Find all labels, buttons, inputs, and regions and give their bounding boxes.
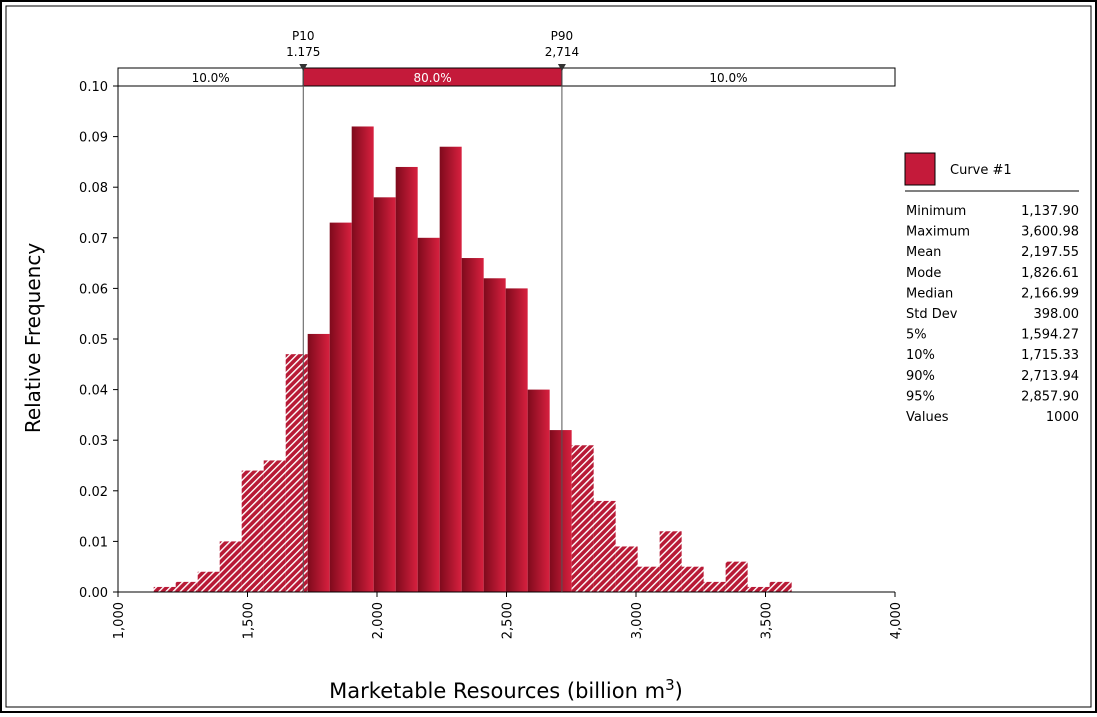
bar	[527, 389, 550, 592]
bar	[395, 166, 418, 592]
bar	[329, 222, 352, 592]
stat-name: Median	[906, 286, 953, 301]
x-axis-label: Marketable Resources (billion m3)	[329, 676, 683, 703]
bar	[637, 566, 660, 592]
x-tick-label: 2,500	[501, 602, 516, 639]
bar	[197, 571, 220, 592]
stat-value: 2,857.90	[1021, 389, 1079, 404]
x-tick-label: 4,000	[889, 602, 904, 639]
x-tick-label: 1,500	[242, 602, 257, 639]
band-label: 10.0%	[709, 71, 747, 85]
y-tick-label: 0.10	[79, 80, 108, 95]
bar	[461, 258, 484, 592]
bar	[549, 430, 572, 592]
x-tick-label: 1,000	[112, 602, 127, 639]
stat-value: 1000	[1046, 410, 1079, 425]
stat-name: Maximum	[906, 225, 970, 240]
y-tick-label: 0.00	[79, 586, 108, 601]
bar	[351, 126, 374, 592]
stat-name: Mean	[906, 245, 941, 260]
band-label: 10.0%	[192, 71, 230, 85]
y-axis-label: Relative Frequency	[21, 243, 45, 433]
x-tick-label: 3,500	[760, 602, 775, 639]
delimiter-marker	[557, 64, 566, 71]
stat-value: 2,166.99	[1021, 286, 1079, 301]
legend-swatch	[904, 152, 936, 186]
bar	[263, 460, 286, 592]
stat-name: 90%	[906, 369, 935, 384]
stat-value: 1,137.90	[1021, 204, 1079, 219]
delimiter-name: P10	[292, 29, 315, 43]
y-tick-label: 0.04	[79, 384, 108, 399]
x-axis-label-text: Marketable Resources (billion m	[329, 679, 665, 703]
stat-name: Mode	[906, 266, 941, 281]
bar	[703, 581, 726, 592]
stat-value: 2,713.94	[1021, 369, 1079, 384]
stat-name: 95%	[906, 389, 935, 404]
bar	[373, 197, 396, 592]
legend-label: Curve #1	[950, 163, 1012, 178]
y-tick-label: 0.07	[79, 232, 108, 247]
bar	[439, 146, 462, 592]
bar	[505, 288, 528, 592]
bar	[285, 354, 308, 592]
stat-name: 10%	[906, 348, 935, 363]
y-tick-label: 0.02	[79, 485, 108, 500]
bar	[769, 581, 792, 592]
stat-name: Std Dev	[906, 307, 958, 322]
y-tick-label: 0.08	[79, 181, 108, 196]
bar	[725, 561, 748, 592]
stat-value: 398.00	[1034, 307, 1080, 322]
band-label: 80.0%	[414, 71, 452, 85]
y-tick-label: 0.09	[79, 131, 108, 146]
frame-inner	[5, 5, 1092, 708]
delimiter-label: 2,714	[545, 45, 579, 59]
stat-value: 1,826.61	[1021, 266, 1079, 281]
y-tick-label: 0.05	[79, 333, 108, 348]
bar	[483, 278, 506, 592]
delimiter-name: P90	[551, 29, 574, 43]
delimiter-label: 1.175	[286, 45, 320, 59]
bar	[241, 470, 264, 592]
stat-name: 5%	[906, 328, 927, 343]
bar	[659, 531, 682, 592]
bar	[571, 445, 594, 592]
y-tick-label: 0.03	[79, 434, 108, 449]
bar	[153, 586, 176, 592]
stat-value: 1,594.27	[1021, 328, 1079, 343]
bar	[747, 586, 770, 592]
bar	[681, 566, 704, 592]
delimiter-marker	[299, 64, 308, 71]
x-axis-label-end: )	[675, 679, 683, 703]
stat-name: Minimum	[906, 204, 966, 219]
stat-value: 1,715.33	[1021, 348, 1079, 363]
stat-value: 2,197.55	[1021, 245, 1079, 260]
x-tick-label: 3,000	[630, 602, 645, 639]
x-tick-label: 2,000	[371, 602, 386, 639]
bar	[417, 237, 440, 593]
bar	[307, 333, 330, 592]
bar	[175, 581, 198, 592]
y-tick-label: 0.01	[79, 535, 108, 550]
y-tick-label: 0.06	[79, 282, 108, 297]
bar	[219, 541, 242, 592]
stat-name: Values	[906, 410, 949, 425]
bar	[593, 500, 616, 592]
stat-value: 3,600.98	[1021, 225, 1079, 240]
bar	[615, 546, 638, 592]
x-axis-label-sup: 3	[665, 676, 675, 694]
